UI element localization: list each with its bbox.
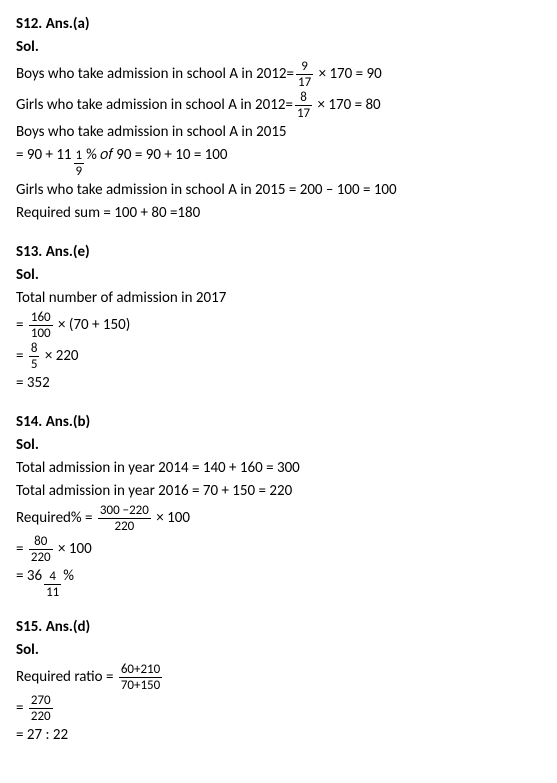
s14-l5-text-b: % — [63, 567, 74, 585]
s13-l3-text-a: = — [16, 347, 27, 365]
s14-l5-frac: 411 — [44, 570, 61, 599]
s15-l1-den: 70+150 — [119, 678, 162, 692]
s15-line1: Required ratio = 60+21070+150 — [16, 663, 541, 692]
s13-l2-text-a: = — [16, 316, 27, 334]
s12-l2-den: 17 — [295, 106, 312, 120]
s15-line2: = 270220 — [16, 694, 541, 723]
solution-s13: S13. Ans.(e) Sol. Total number of admiss… — [16, 242, 541, 394]
s14-l5-den: 11 — [44, 585, 61, 599]
solution-s15: S15. Ans.(d) Sol. Required ratio = 60+21… — [16, 617, 541, 746]
s14-l4-text-a: = — [16, 540, 27, 558]
s12-l1-frac: 917 — [296, 60, 313, 89]
s14-l3-frac: 300 −220220 — [98, 504, 151, 533]
s14-l5-mixed: 411 — [42, 570, 63, 599]
s14-l4-frac: 80220 — [29, 535, 53, 564]
s12-l1-num: 9 — [296, 60, 313, 75]
s15-l2-num: 270 — [29, 694, 53, 709]
s13-header: S13. Ans.(e) — [16, 242, 541, 263]
s12-line2: Girls who take admission in school A in … — [16, 91, 541, 120]
s15-line3: = 27 : 22 — [16, 725, 541, 746]
s12-l2-num: 8 — [295, 91, 312, 106]
s13-line4: = 352 — [16, 373, 541, 394]
s14-line3: Required% = 300 −220220 × 100 — [16, 504, 541, 533]
s13-sol-label: Sol. — [16, 265, 541, 286]
s12-header: S12. Ans.(a) — [16, 14, 541, 35]
s14-line1: Total admission in year 2014 = 140 + 160… — [16, 458, 541, 479]
s12-sol-label: Sol. — [16, 37, 541, 58]
s15-l1-num: 60+210 — [119, 663, 162, 678]
s14-line5: = 36411% — [16, 566, 541, 599]
s12-l1-text-a: Boys who take admission in school A in 2… — [16, 65, 294, 83]
s13-l2-den: 100 — [29, 326, 53, 340]
s12-l1-text-b: × 170 = 90 — [315, 65, 382, 83]
s13-l3-den: 5 — [29, 357, 40, 371]
s15-l2-den: 220 — [29, 709, 53, 723]
s12-l4-text-a: = 90 + 11 — [16, 146, 72, 164]
s15-sol-label: Sol. — [16, 640, 541, 661]
s13-l2-frac: 160100 — [29, 311, 53, 340]
s14-l5-num: 4 — [44, 570, 61, 585]
s12-line4: = 90 + 1119% 𝑜𝑓 90 = 90 + 10 = 100 — [16, 145, 541, 178]
s15-l1-text-a: Required ratio = — [16, 668, 117, 686]
s12-l4-den: 9 — [74, 164, 85, 178]
s14-l4-num: 80 — [29, 535, 53, 550]
s14-l5-text-a: = 36 — [16, 567, 42, 585]
s12-l4-num: 1 — [74, 149, 85, 164]
s14-line2: Total admission in year 2016 = 70 + 150 … — [16, 481, 541, 502]
s13-line2: = 160100 × (70 + 150) — [16, 311, 541, 340]
s13-l3-text-b: × 220 — [41, 347, 78, 365]
s14-l4-den: 220 — [29, 550, 53, 564]
s12-line3: Boys who take admission in school A in 2… — [16, 122, 541, 143]
s13-l2-text-b: × (70 + 150) — [55, 316, 131, 334]
s12-line5: Girls who take admission in school A in … — [16, 180, 541, 201]
s12-l4-mixed: 19 — [72, 149, 87, 178]
s13-line3: = 85 × 220 — [16, 342, 541, 371]
solution-s12: S12. Ans.(a) Sol. Boys who take admissio… — [16, 14, 541, 224]
s14-l3-num: 300 −220 — [98, 504, 151, 519]
s15-header: S15. Ans.(d) — [16, 617, 541, 638]
s14-header: S14. Ans.(b) — [16, 412, 541, 433]
s12-l2-text-b: × 170 = 80 — [314, 96, 381, 114]
s12-line1: Boys who take admission in school A in 2… — [16, 60, 541, 89]
s13-l3-num: 8 — [29, 342, 40, 357]
s14-l3-den: 220 — [98, 519, 151, 533]
s14-sol-label: Sol. — [16, 435, 541, 456]
s13-line1: Total number of admission in 2017 — [16, 288, 541, 309]
s15-l2-text-a: = — [16, 699, 27, 717]
s13-l2-num: 160 — [29, 311, 53, 326]
s12-l4-frac: 19 — [74, 149, 85, 178]
s12-l1-den: 17 — [296, 75, 313, 89]
s12-line6: Required sum = 100 + 80 =180 — [16, 203, 541, 224]
s14-l3-text-a: Required% = — [16, 509, 96, 527]
s15-l2-frac: 270220 — [29, 694, 53, 723]
s15-l1-frac: 60+21070+150 — [119, 663, 162, 692]
s14-line4: = 80220 × 100 — [16, 535, 541, 564]
s14-l4-text-b: × 100 — [55, 540, 92, 558]
solution-s14: S14. Ans.(b) Sol. Total admission in yea… — [16, 412, 541, 599]
s13-l3-frac: 85 — [29, 342, 40, 371]
s14-l3-text-b: × 100 — [153, 509, 190, 527]
s12-l2-frac: 817 — [295, 91, 312, 120]
s12-l2-text-a: Girls who take admission in school A in … — [16, 96, 293, 114]
s12-l4-text-b: % 𝑜𝑓 90 = 90 + 10 = 100 — [86, 146, 227, 164]
